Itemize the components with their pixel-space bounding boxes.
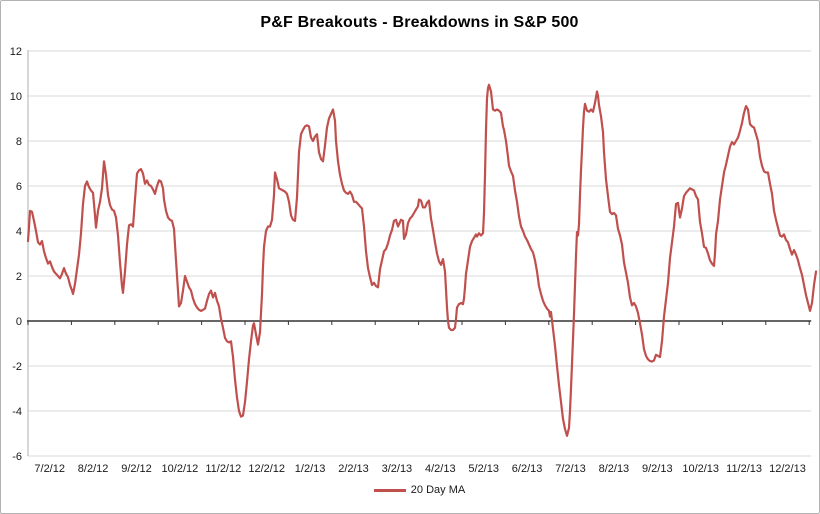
y-tick-label: -2	[12, 361, 22, 373]
y-tick-label: 6	[16, 181, 22, 193]
y-tick-label: 10	[10, 91, 22, 103]
y-tick-label: 2	[16, 271, 22, 283]
y-tick-label: 12	[10, 46, 22, 58]
x-tick-label: 8/2/13	[599, 463, 630, 475]
x-tick-label: 9/2/12	[121, 463, 152, 475]
x-tick-label: 9/2/13	[642, 463, 673, 475]
x-tick-label: 10/2/13	[682, 463, 719, 475]
x-tick-label: 8/2/12	[78, 463, 109, 475]
x-tick-label: 7/2/12	[34, 463, 65, 475]
x-tick-label: 10/2/12	[162, 463, 199, 475]
y-tick-label: 4	[16, 226, 22, 238]
legend: 20 Day MA	[28, 484, 811, 496]
x-tick-label: 7/2/13	[555, 463, 586, 475]
legend-label: 20 Day MA	[410, 484, 466, 496]
series-line-20-day-ma	[26, 83, 818, 437]
x-tick-label: 6/2/13	[512, 463, 543, 475]
y-tick-label: -6	[12, 451, 22, 463]
x-tick-label: 1/2/13	[295, 463, 326, 475]
y-tick-label: 8	[16, 136, 22, 148]
chart-title: P&F Breakouts - Breakdowns in S&P 500	[260, 14, 579, 31]
x-tick-label: 4/2/13	[425, 463, 456, 475]
x-tick-label: 11/2/12	[205, 463, 241, 475]
x-tick-label: 12/2/13	[769, 463, 806, 475]
x-tick-label: 5/2/13	[468, 463, 499, 475]
x-tick-label: 3/2/13	[382, 463, 413, 475]
x-tick-label: 11/2/13	[726, 463, 762, 475]
legend-line-swatch	[373, 488, 406, 492]
y-tick-label: -4	[12, 406, 22, 418]
y-tick-label: 0	[16, 316, 22, 328]
x-tick-label: 12/2/12	[248, 463, 285, 475]
x-tick-label: 2/2/13	[338, 463, 369, 475]
